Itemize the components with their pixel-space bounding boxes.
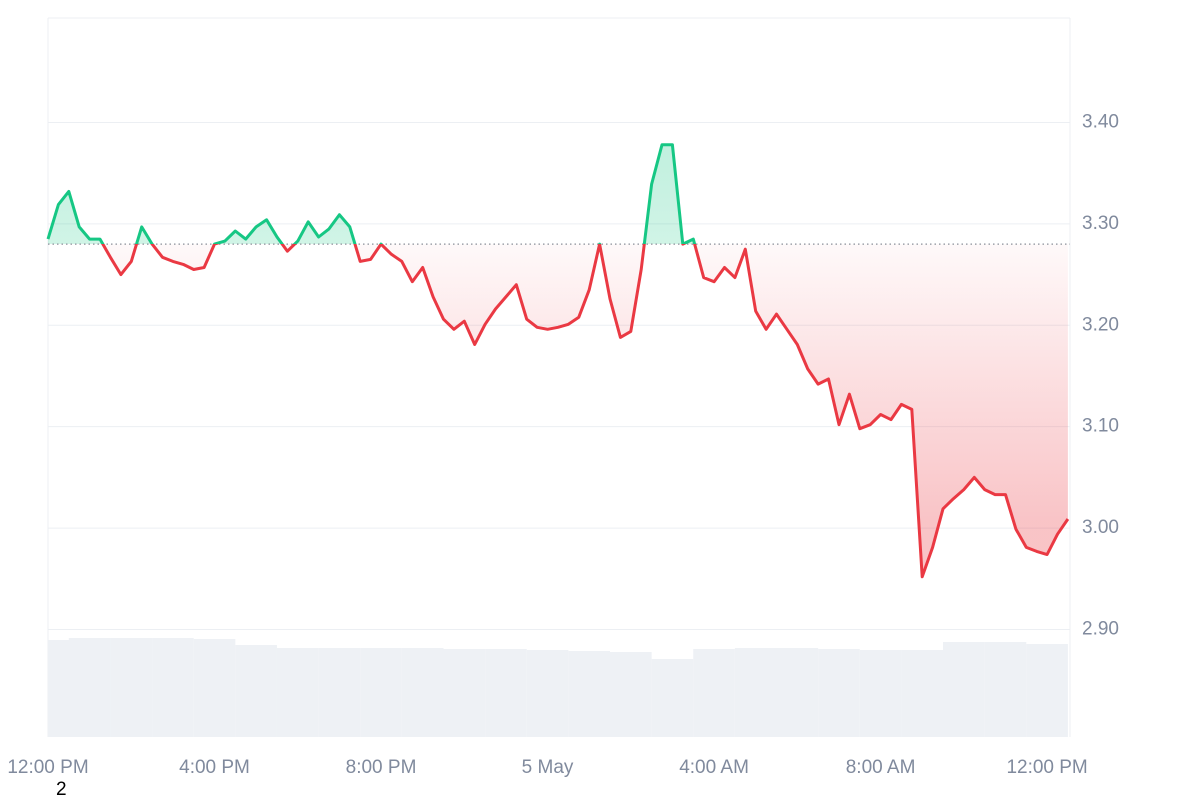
x-tick-label: 8:00 PM	[346, 757, 417, 778]
volume-bar	[568, 651, 610, 737]
volume-bar	[734, 648, 777, 737]
volume-bar	[360, 648, 402, 737]
y-tick-label: 2.90	[1082, 619, 1119, 640]
volume-bar	[68, 638, 111, 737]
x-tick-label: 12:00 PM	[7, 757, 88, 778]
area	[48, 144, 1068, 577]
volume-bar	[943, 642, 985, 737]
volume-bar	[776, 648, 819, 737]
volume-bar	[152, 638, 194, 737]
x-tick-label: 12:00 PM	[1006, 757, 1087, 778]
volume-bar	[693, 649, 735, 737]
volume-bar	[443, 649, 486, 737]
y-tick-label: 3.30	[1082, 213, 1119, 234]
x-tick-label: 8:00 AM	[846, 757, 916, 778]
y-tick-label: 3.40	[1082, 111, 1119, 132]
volume-bar	[984, 642, 1027, 737]
footnote: 2	[56, 779, 67, 800]
volume-bar	[651, 659, 694, 737]
volume-bar	[401, 648, 444, 737]
x-tick-label: 4:00 PM	[179, 757, 250, 778]
volume-bar	[110, 638, 153, 737]
volume-bar	[901, 650, 944, 737]
y-tick-label: 3.10	[1082, 416, 1119, 437]
volume-bar	[859, 650, 902, 737]
volume-bar	[818, 649, 860, 737]
x-tick-label: 4:00 AM	[679, 757, 749, 778]
volume-bar	[1026, 644, 1068, 737]
price-line	[46, 143, 1070, 579]
y-tick-label: 3.20	[1082, 314, 1119, 335]
volume-bar	[318, 648, 361, 737]
volume-bar	[235, 645, 277, 737]
volume-bar	[485, 649, 527, 737]
x-tick-label: 5 May	[522, 757, 574, 778]
volume-bar	[609, 652, 652, 737]
volume-bar	[276, 648, 319, 737]
volume-bar	[526, 650, 569, 737]
volume-bar	[193, 639, 236, 737]
y-tick-label: 3.00	[1082, 517, 1119, 538]
